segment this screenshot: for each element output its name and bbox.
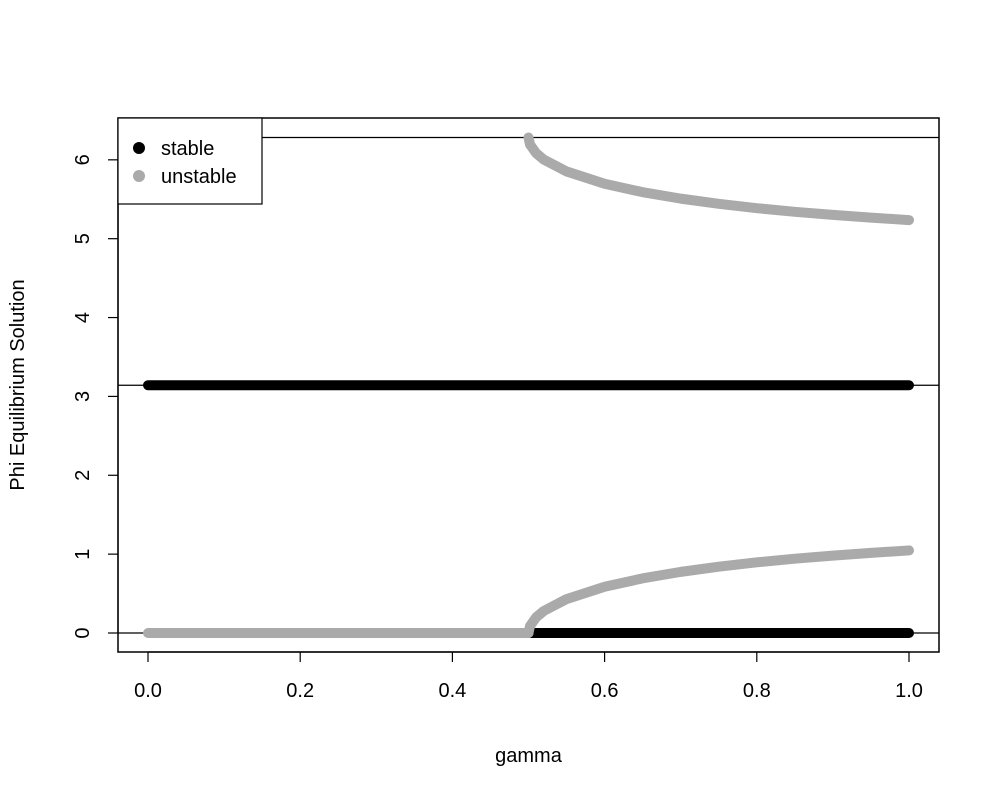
y-tick-label: 5 xyxy=(72,233,94,244)
y-tick-label: 1 xyxy=(72,549,94,560)
legend-marker-unstable xyxy=(133,170,145,182)
series-unstable xyxy=(143,132,914,638)
unstable-curve xyxy=(523,545,914,638)
y-tick-label: 6 xyxy=(72,154,94,165)
y-tick-label: 4 xyxy=(72,312,94,323)
legend-box xyxy=(117,117,263,205)
legend-marker-stable xyxy=(133,142,145,154)
legend-label-unstable: unstable xyxy=(161,166,237,188)
legend-label-stable: stable xyxy=(161,138,214,160)
series-layer xyxy=(143,132,914,638)
legend: stable unstable xyxy=(117,117,263,205)
x-tick-label: 0.6 xyxy=(591,680,619,702)
x-tick-label: 1.0 xyxy=(895,680,923,702)
x-tick-label: 0.0 xyxy=(134,680,162,702)
x-tick-label: 0.2 xyxy=(286,680,314,702)
x-axis: 0.0 0.2 0.4 0.6 0.8 1.0 xyxy=(134,651,923,702)
series-stable xyxy=(143,380,914,638)
y-axis: 0 1 2 3 4 5 6 xyxy=(72,154,119,639)
y-tick-label: 3 xyxy=(72,391,94,402)
x-tick-label: 0.8 xyxy=(743,680,771,702)
y-axis-title: Phi Equilibrium Solution xyxy=(7,279,29,490)
x-axis-title: gamma xyxy=(495,745,563,767)
unstable-curve xyxy=(523,132,914,226)
x-tick-label: 0.4 xyxy=(438,680,466,702)
y-tick-label: 2 xyxy=(72,470,94,481)
y-tick-label: 0 xyxy=(72,627,94,638)
